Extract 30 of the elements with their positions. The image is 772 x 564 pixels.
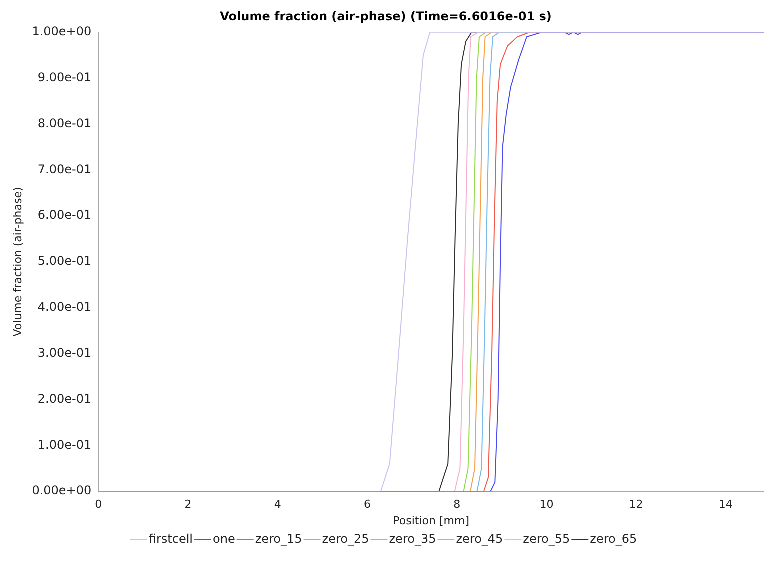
x-tick-label: 14 [718, 498, 733, 512]
x-tick-label: 12 [629, 498, 644, 512]
x-tick-label: 0 [95, 498, 102, 512]
y-tick-label: 0.00e+00 [32, 484, 92, 498]
chart-title: Volume fraction (air-phase) (Time=6.6016e-01 s) [220, 9, 552, 24]
x-tick-label: 8 [454, 498, 461, 512]
y-tick-label: 1.00e+00 [32, 24, 92, 39]
x-tick-label: 4 [274, 498, 282, 512]
legend-label: zero_15 [255, 532, 302, 546]
legend-label: zero_35 [389, 532, 436, 546]
legend-label: zero_45 [456, 532, 504, 546]
y-tick-label: 7.00e-01 [38, 162, 92, 176]
y-tick-label: 8.00e-01 [38, 116, 92, 130]
x-tick-label: 2 [184, 498, 192, 512]
legend-label: one [212, 532, 236, 546]
y-tick-label: 1.00e-01 [38, 438, 92, 452]
y-axis-title: Volume fraction (air-phase) [11, 187, 24, 337]
legend-label: zero_55 [523, 532, 570, 546]
legend-label: firstcell [148, 532, 194, 546]
x-tick-label: 6 [364, 498, 371, 512]
legend-label: zero_25 [322, 532, 370, 546]
y-tick-label: 3.00e-01 [38, 346, 92, 360]
legend-label: zero_65 [590, 532, 638, 546]
y-tick-label: 5.00e-01 [38, 254, 92, 268]
x-tick-label: 10 [540, 498, 554, 512]
y-tick-label: 9.00e-01 [38, 70, 92, 84]
y-tick-label: 2.00e-01 [38, 392, 92, 406]
y-tick-label: 4.00e-01 [38, 300, 92, 314]
x-axis-title: Position [mm] [393, 514, 470, 528]
y-tick-label: 6.00e-01 [38, 208, 92, 222]
